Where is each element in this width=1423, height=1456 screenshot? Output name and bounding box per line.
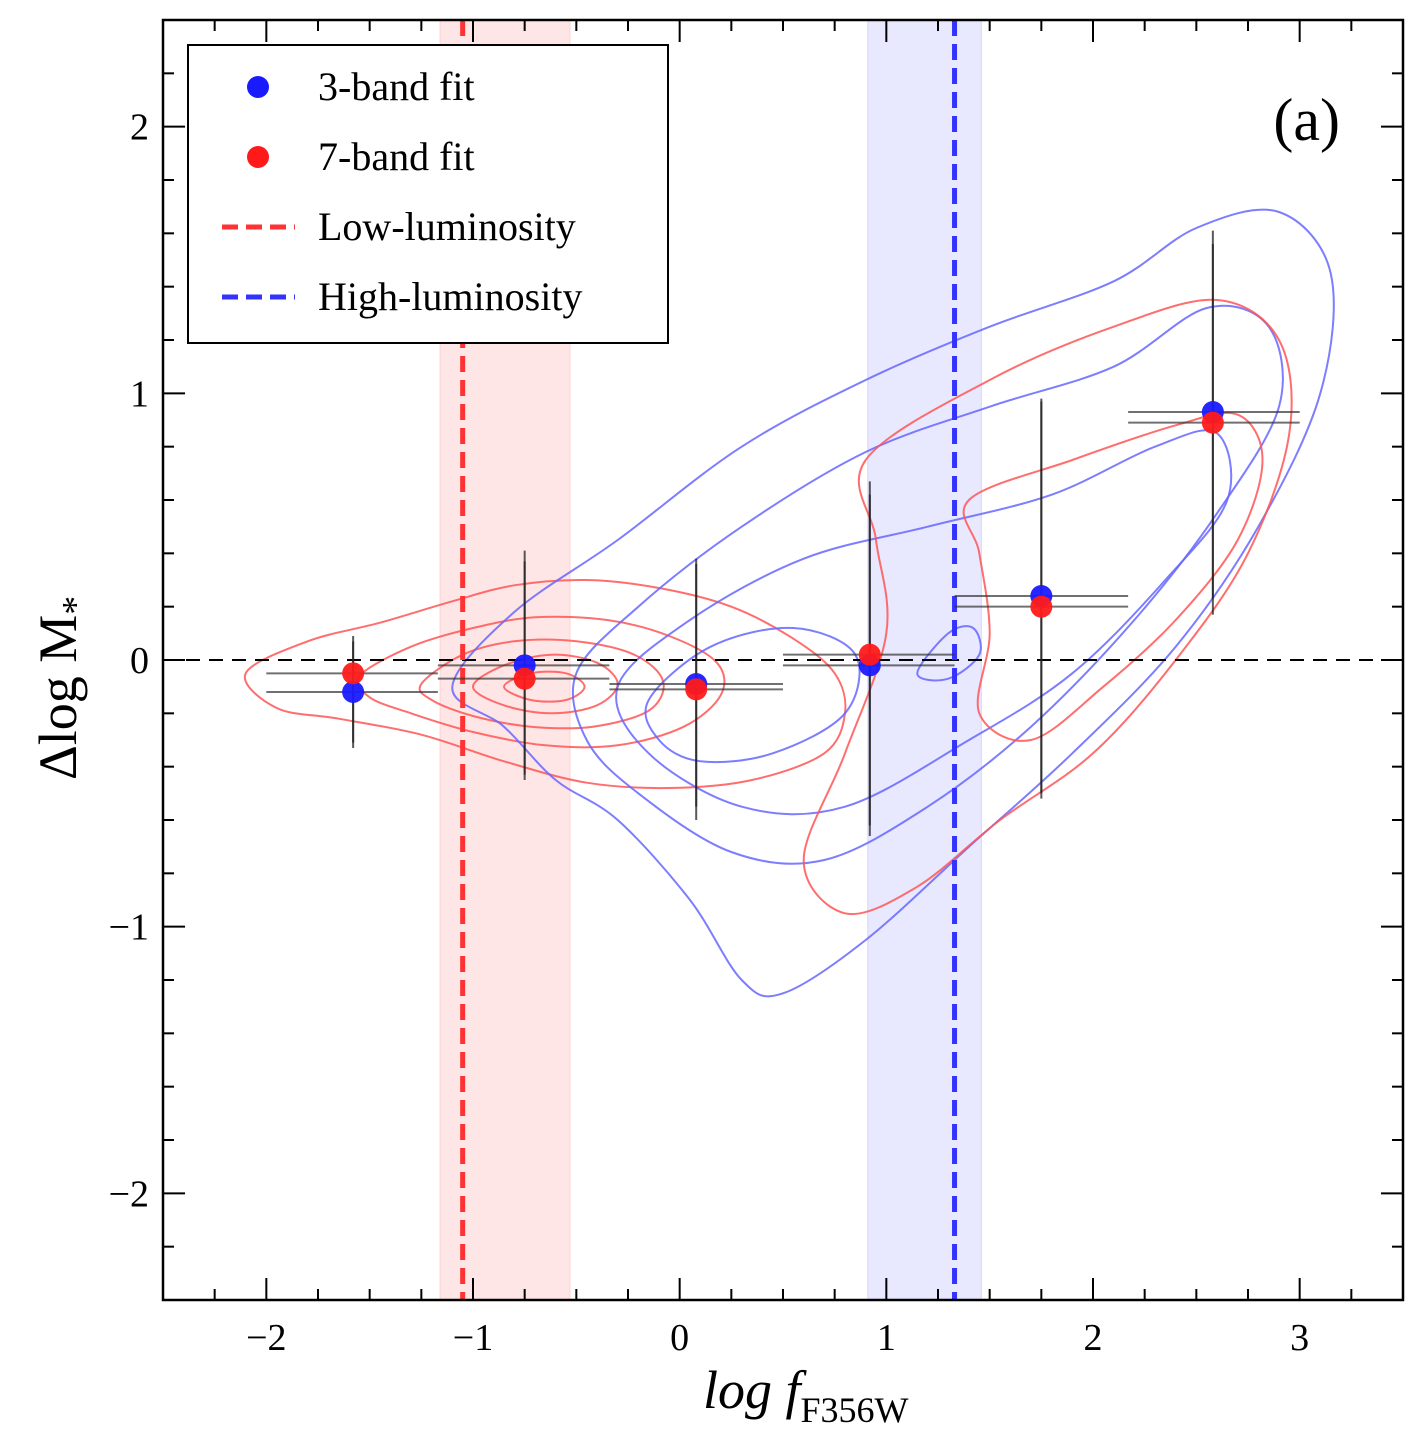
data-points [342,401,1224,703]
density-contours [243,208,1335,998]
contour-1-level-3 [644,626,861,764]
threshold-lines [460,20,958,1300]
legend-box [187,44,669,344]
panel-label: (a) [1273,87,1340,153]
legend-label-0: 3-band fit [318,64,475,109]
point-7-band-fit-0 [342,662,365,685]
y-tick-label: −1 [109,907,149,949]
x-tick-label: 2 [1084,1317,1103,1359]
y-tick-label: 2 [130,107,149,149]
point-7-band-fit-2 [685,678,708,701]
legend-label-1: 7-band fit [318,134,475,179]
legend: 3-band fit 7-band fit Low-luminosity High-l… [187,44,669,344]
y-tick-label: 1 [130,373,149,415]
x-axis-title: log fF356W [703,1360,909,1430]
y-tick-label: 0 [130,640,149,682]
x-axis-title-main: log f [703,1360,808,1420]
contour-1-level-1 [571,304,1284,865]
axis-ticks: −2 −1 0 1 2 3 −2 −1 0 1 2 [109,19,1404,1359]
legend-marker-0 [247,76,269,98]
x-tick-label: 1 [877,1317,896,1359]
contour-1-level-4 [916,625,982,682]
contour-0-level-1 [355,615,726,749]
point-7-band-fit-3 [858,643,881,666]
contour-2-level-1 [962,411,1264,742]
x-tick-label: −1 [453,1317,493,1359]
legend-marker-1 [247,146,269,168]
point-7-band-fit-1 [513,667,536,690]
point-7-band-fit-5 [1201,411,1224,434]
x-axis-title-subscript: F356W [801,1390,909,1430]
contour-0-level-2 [418,638,665,730]
y-axis-title-main: Δlog M [28,615,88,780]
x-tick-label: 0 [670,1317,689,1359]
x-tick-label: 3 [1290,1317,1309,1359]
point-3-band-fit-0 [342,681,365,703]
legend-label-3: High-luminosity [318,274,582,319]
contour-1-level-2 [615,429,1233,816]
y-tick-label: −2 [109,1173,149,1215]
contour-2-level-0 [802,298,1293,916]
point-7-band-fit-4 [1030,595,1053,618]
y-axis-title: Δlog M* [28,596,97,780]
legend-label-2: Low-luminosity [318,204,576,249]
contour-0-level-0 [243,578,847,790]
x-tick-label: −2 [246,1317,286,1359]
contour-1-level-0 [451,208,1335,998]
y-axis-title-subscript: * [55,596,97,615]
